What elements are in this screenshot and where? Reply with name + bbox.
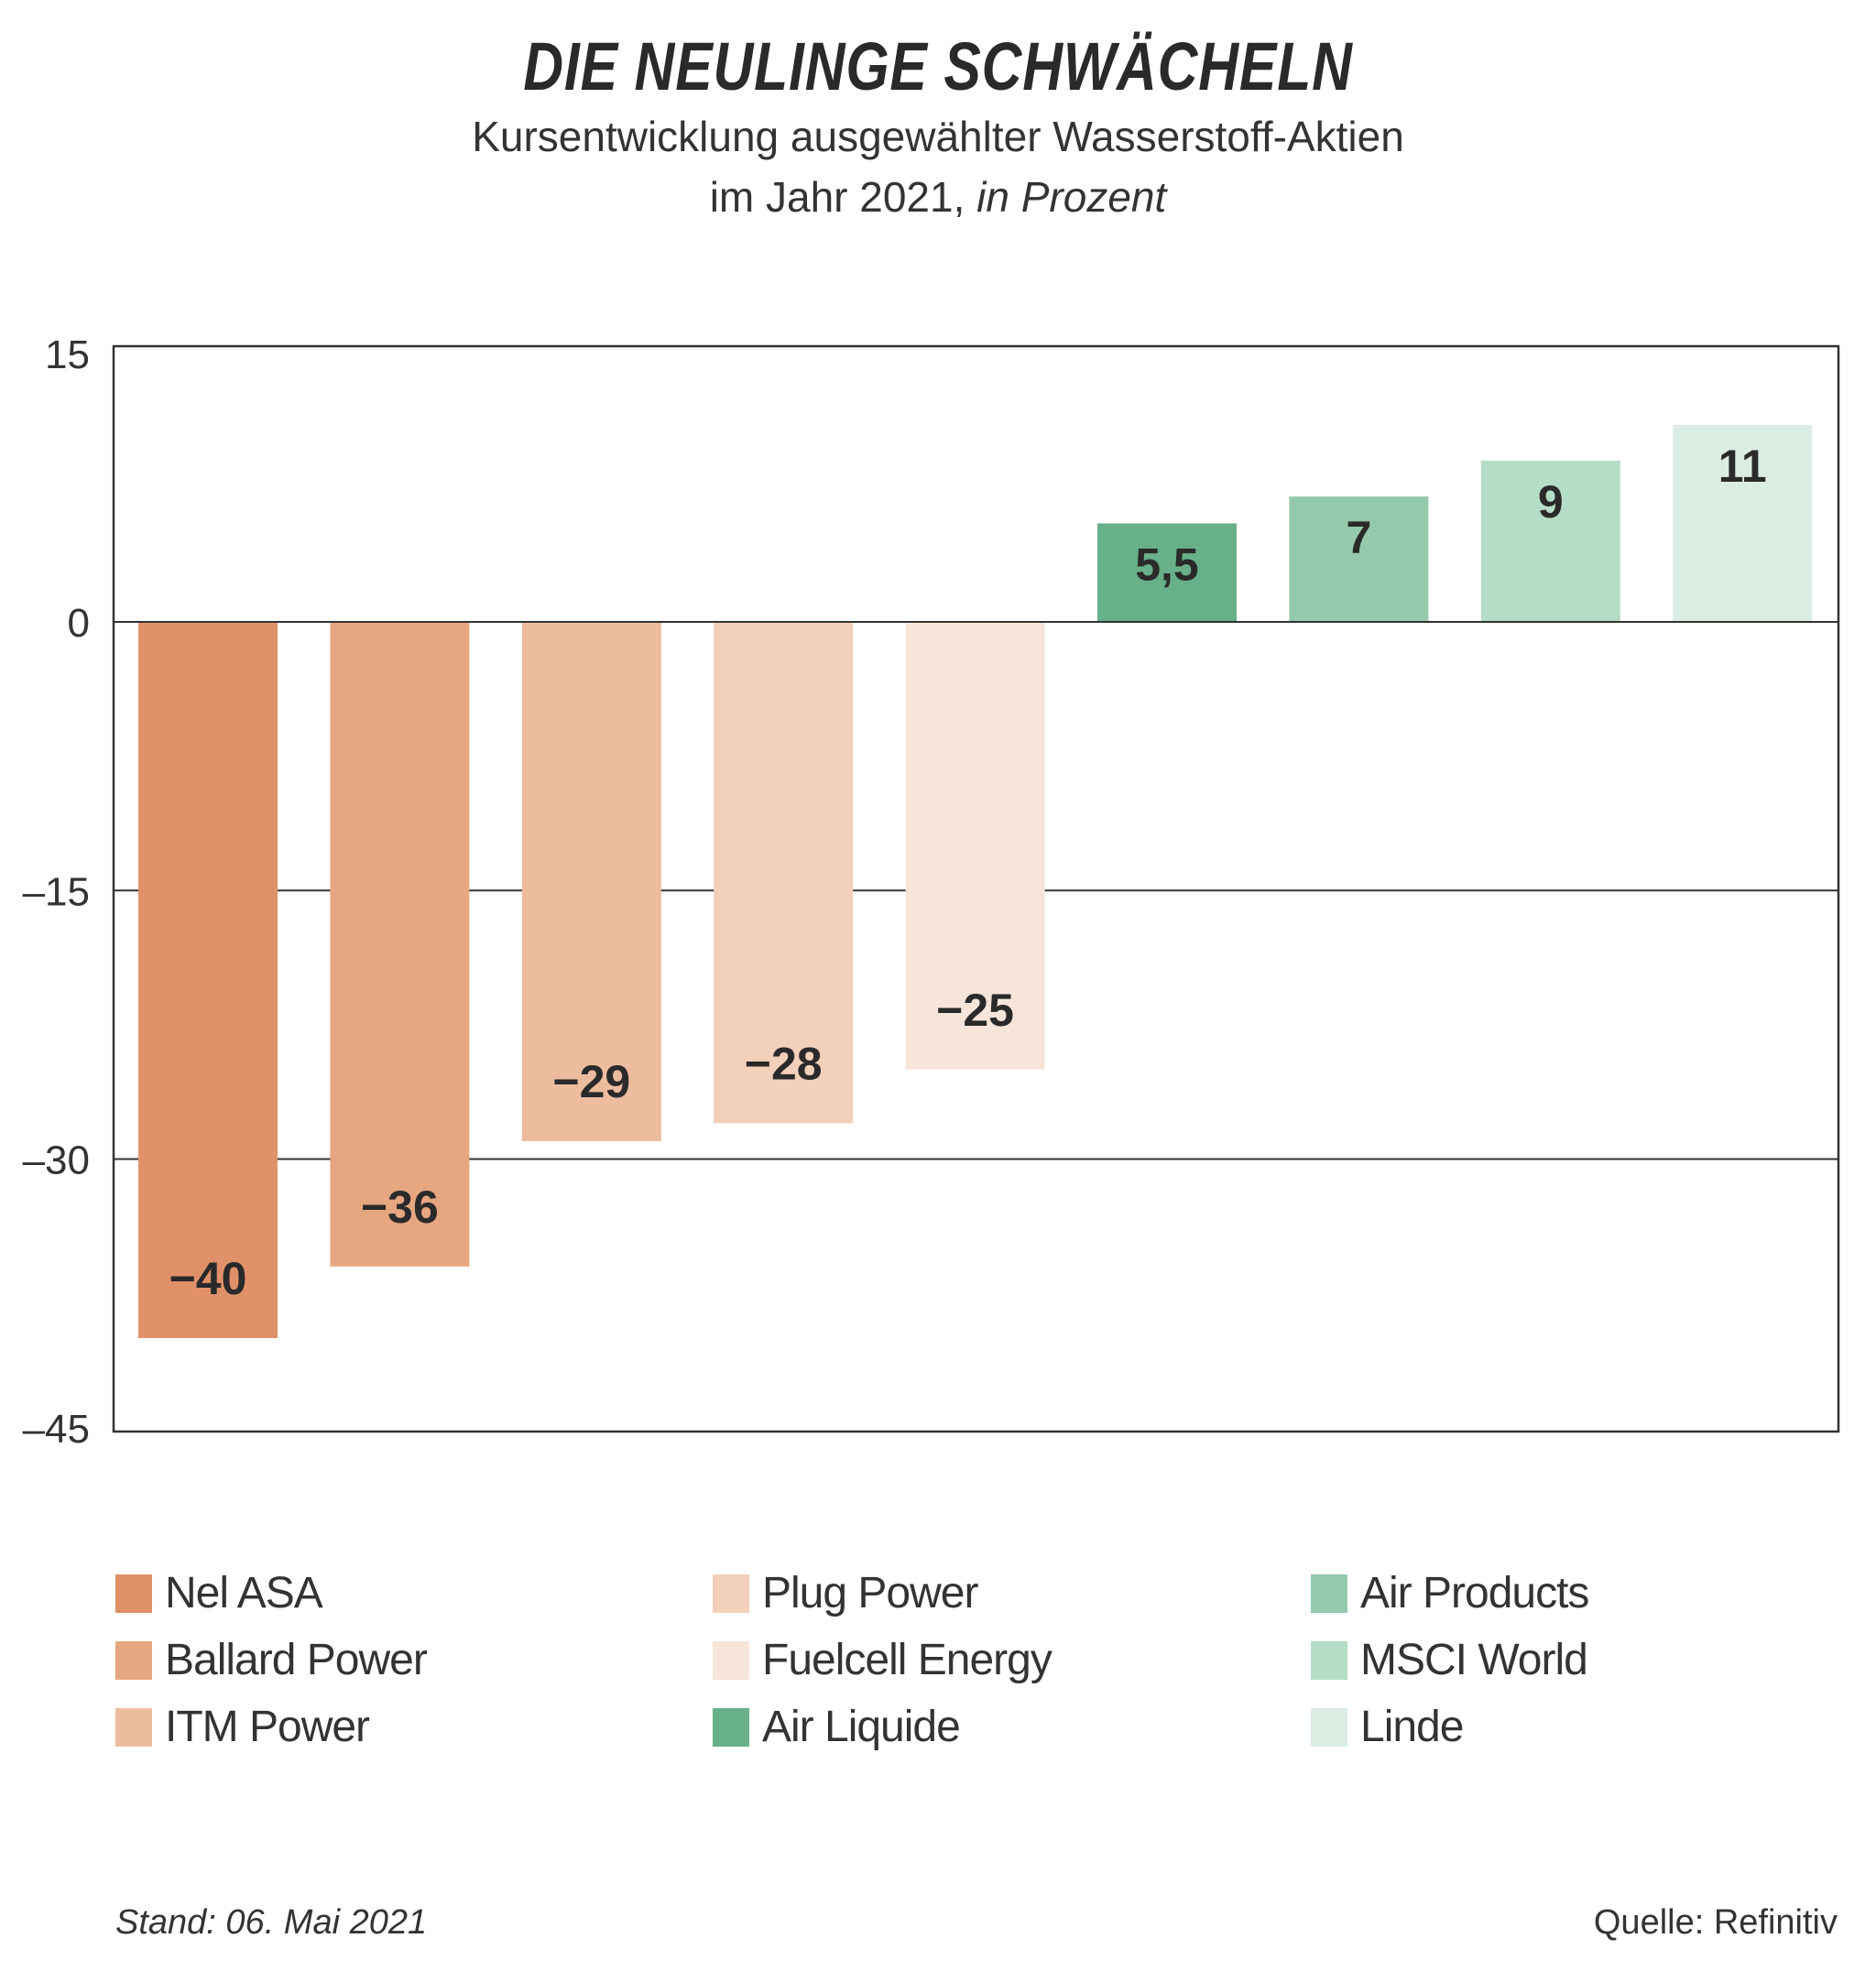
legend-swatch (115, 1574, 152, 1613)
legend-item: Linde (1311, 1702, 1464, 1752)
legend-swatch (713, 1707, 749, 1747)
legend-item: Nel ASA (115, 1568, 323, 1618)
legend-label: Air Liquide (762, 1703, 961, 1751)
subtitle-plain: im Jahr 2021, (709, 173, 977, 221)
data-label: 5,5 (1135, 539, 1199, 590)
subtitle-unit: in Prozent (976, 173, 1167, 221)
legend-label: ITM Power (165, 1703, 370, 1751)
bar (1289, 496, 1429, 622)
data-label: −40 (169, 1253, 247, 1304)
y-tick-label: –30 (23, 1138, 90, 1183)
bar (521, 622, 661, 1141)
data-label: −25 (936, 985, 1014, 1036)
legend-item: Fuelcell Energy (713, 1635, 1053, 1685)
bar (138, 622, 278, 1338)
bar (1673, 424, 1813, 622)
legend-item: MSCI World (1311, 1635, 1588, 1685)
data-label: 9 (1538, 476, 1564, 528)
data-label: −29 (552, 1056, 630, 1107)
legend-item: Air Products (1311, 1568, 1589, 1618)
legend-label: MSCI World (1360, 1636, 1588, 1684)
legend-label: Nel ASA (165, 1569, 323, 1617)
plot-frame (112, 344, 1840, 1433)
chart-subtitle-2: im Jahr 2021, in Prozent (0, 172, 1876, 222)
data-label: 7 (1346, 512, 1371, 563)
legend-swatch (1311, 1707, 1347, 1747)
legend-label: Plug Power (762, 1569, 978, 1617)
bar (714, 622, 854, 1124)
y-tick-label: 0 (68, 601, 90, 646)
data-label: −36 (361, 1182, 439, 1233)
bar (1097, 523, 1237, 622)
legend-item: Air Liquide (713, 1702, 961, 1752)
date-note: Stand: 06. Mai 2021 (115, 1903, 428, 1942)
legend-item: ITM Power (115, 1702, 370, 1752)
bar (1480, 461, 1620, 622)
bar (905, 622, 1045, 1070)
legend-swatch (115, 1707, 152, 1747)
legend-label: Ballard Power (165, 1636, 428, 1684)
chart-title: DIE NEULINGE SCHWÄCHELN (523, 28, 1353, 104)
chart-subtitle: Kursentwicklung ausgewählter Wasserstoff… (472, 113, 1404, 160)
bar (330, 622, 470, 1267)
legend-item: Plug Power (713, 1568, 978, 1618)
legend-swatch (713, 1640, 749, 1680)
legend-item: Ballard Power (115, 1635, 428, 1685)
data-label: 11 (1718, 441, 1767, 492)
legend-swatch (1311, 1640, 1347, 1680)
y-tick-label: –15 (23, 869, 90, 914)
y-tick-label: 15 (45, 332, 90, 377)
legend-swatch (1311, 1574, 1347, 1613)
bar-chart: 15 0 –15 –30 –45 −40 −36 −29 −28 −25 5,5 7 9 11 (23, 332, 1840, 1452)
data-label: −28 (745, 1038, 823, 1089)
legend-label: Air Products (1360, 1569, 1589, 1617)
legend-label: Linde (1360, 1703, 1464, 1751)
legend-swatch (713, 1574, 749, 1613)
source-note: Quelle: Refinitiv (1593, 1903, 1838, 1942)
y-tick-label: –45 (23, 1407, 90, 1452)
legend-swatch (115, 1640, 152, 1680)
legend-label: Fuelcell Energy (762, 1636, 1053, 1684)
